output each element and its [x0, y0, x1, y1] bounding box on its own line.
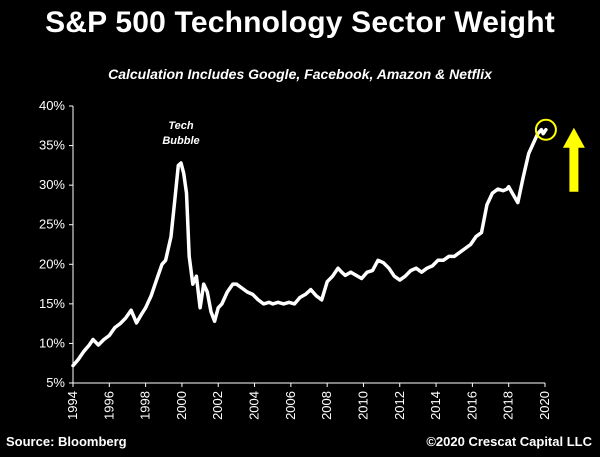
x-tick-label: 2000: [174, 391, 189, 420]
x-tick-label: 2010: [355, 391, 370, 420]
annotation-label: Bubble: [162, 135, 199, 147]
x-tick-label: 2014: [428, 391, 443, 420]
x-tick-label: 1996: [101, 391, 116, 420]
y-tick-label: 25%: [39, 217, 65, 232]
copyright-label: ©2020 Crescat Capital LLC: [426, 434, 592, 449]
x-tick-label: 2020: [537, 391, 552, 420]
arrow-shaft: [569, 139, 579, 192]
y-tick-label: 20%: [39, 256, 65, 271]
y-tick-label: 5%: [46, 375, 65, 390]
x-tick-label: 2004: [247, 391, 262, 420]
x-tick-label: 2006: [283, 391, 298, 420]
x-tick-label: 2016: [464, 391, 479, 420]
y-tick-label: 10%: [39, 335, 65, 350]
source-label: Source: Bloomberg: [6, 434, 127, 449]
x-tick-label: 2008: [319, 391, 334, 420]
annotation-label: Tech: [168, 120, 194, 132]
y-tick-label: 15%: [39, 296, 65, 311]
chart-title: S&P 500 Technology Sector Weight: [45, 6, 555, 39]
x-tick-label: 2018: [501, 391, 516, 420]
y-tick-label: 40%: [39, 98, 65, 113]
x-tick-label: 2002: [210, 391, 225, 420]
series-line: [71, 127, 548, 368]
y-tick-label: 35%: [39, 138, 65, 153]
x-tick-label: 1994: [65, 391, 80, 420]
y-tick-label: 30%: [39, 177, 65, 192]
x-tick-label: 1998: [138, 391, 153, 420]
arrow-head: [562, 127, 585, 148]
chart-subtitle: Calculation Includes Google, Facebook, A…: [108, 66, 492, 82]
x-tick-label: 2012: [392, 391, 407, 420]
highlight-circle: [534, 118, 557, 141]
